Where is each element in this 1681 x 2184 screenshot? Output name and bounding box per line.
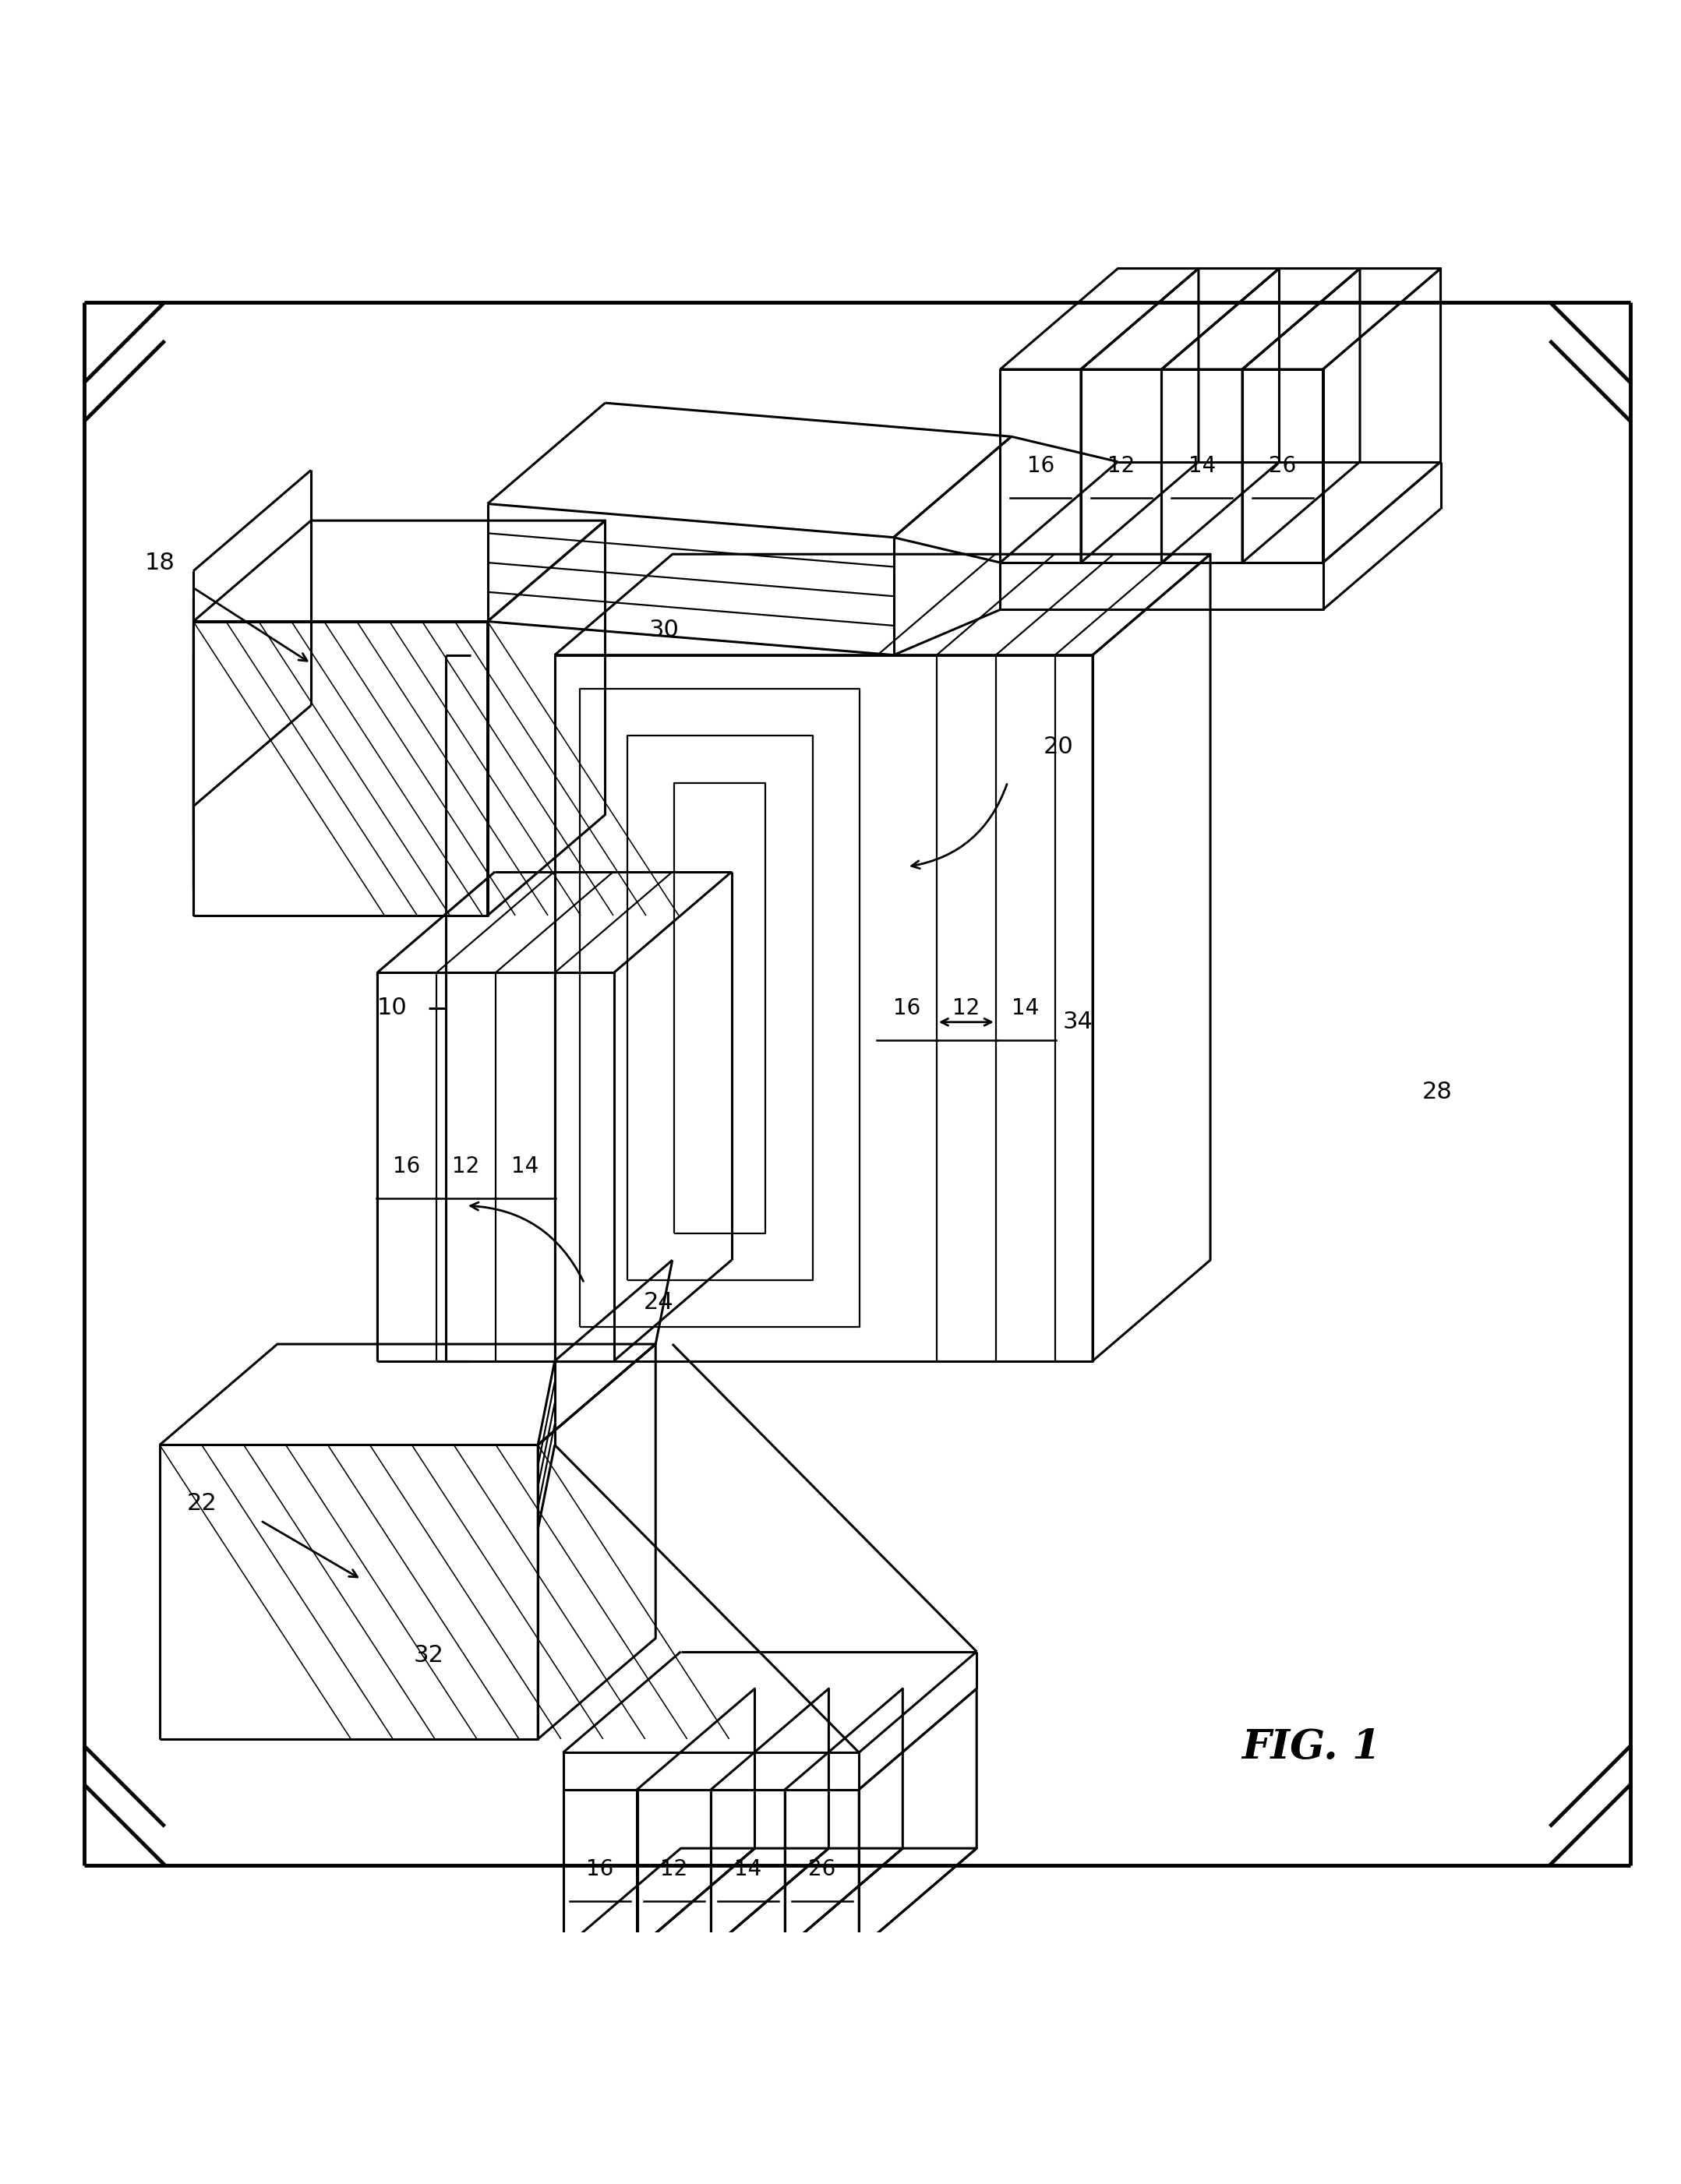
Text: 14: 14 [1188,454,1215,476]
Text: 16: 16 [393,1155,420,1177]
Text: 26: 26 [809,1859,835,1880]
Text: 12: 12 [1108,454,1135,476]
Text: 32: 32 [414,1645,444,1666]
Text: 12: 12 [661,1859,688,1880]
Text: 24: 24 [644,1291,674,1315]
Text: 34: 34 [1062,1011,1093,1033]
Text: 26: 26 [1269,454,1296,476]
Text: 22: 22 [187,1492,217,1516]
Text: 16: 16 [1027,454,1054,476]
Text: 16: 16 [587,1859,614,1880]
Text: 28: 28 [1422,1081,1452,1103]
Text: 14: 14 [735,1859,761,1880]
Text: 10: 10 [377,996,407,1020]
Text: 12: 12 [452,1155,479,1177]
Text: 14: 14 [1012,998,1039,1020]
Text: FIG. 1: FIG. 1 [1242,1728,1380,1767]
Text: 30: 30 [649,618,679,642]
Text: 16: 16 [893,998,921,1020]
Text: 20: 20 [1044,736,1074,758]
Text: 18: 18 [145,550,175,574]
Text: 12: 12 [953,998,980,1020]
Text: 14: 14 [511,1155,540,1177]
